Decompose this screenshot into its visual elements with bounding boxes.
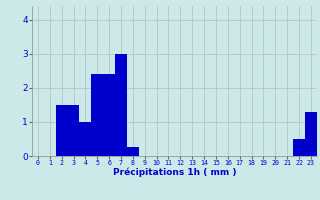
Bar [127, 147, 139, 156]
X-axis label: Précipitations 1h ( mm ): Précipitations 1h ( mm ) [113, 168, 236, 177]
Bar [56, 105, 68, 156]
Bar [305, 112, 317, 156]
Bar [68, 105, 79, 156]
Bar [79, 122, 91, 156]
Bar [103, 74, 115, 156]
Bar [293, 139, 305, 156]
Bar [91, 74, 103, 156]
Bar [115, 54, 127, 156]
